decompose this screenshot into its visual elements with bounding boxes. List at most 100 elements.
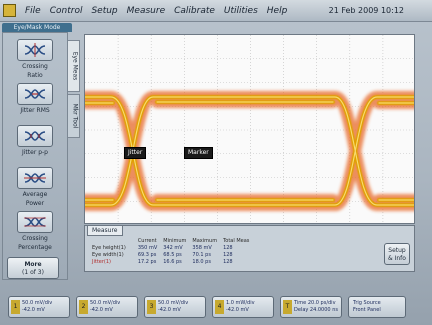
menu-calibrate[interactable]: Calibrate bbox=[174, 5, 215, 16]
row-cell: 128 bbox=[223, 252, 233, 258]
row-cell: 342 mV bbox=[163, 245, 183, 251]
header-cell bbox=[89, 238, 129, 245]
more-page-label: (1 of 3) bbox=[22, 269, 44, 276]
tab-eye-meas-label: Eye Meas bbox=[71, 51, 79, 81]
setup-label: Setup bbox=[388, 247, 406, 254]
channel-number: 1 bbox=[11, 300, 20, 314]
row-cell: 350 mV bbox=[137, 245, 158, 251]
row-cell: 358 mV bbox=[192, 245, 212, 251]
menu-control[interactable]: Control bbox=[49, 5, 83, 16]
channel-scale: 1.0 mW/div bbox=[226, 300, 255, 306]
timebase-button[interactable]: T Time 20.0 ps/div Delay 24.0000 ns bbox=[280, 296, 342, 318]
crossing-percentage-icon bbox=[24, 217, 46, 227]
channel-offset: -42.0 mV bbox=[226, 307, 249, 313]
menu-file[interactable]: File bbox=[25, 5, 41, 16]
trigger-source: Front Panel bbox=[353, 307, 381, 313]
mode-tab[interactable]: Eye/Mask Mode bbox=[2, 23, 72, 32]
jitter-pp-button[interactable]: Jitter p-p bbox=[6, 125, 64, 156]
jitter-marker-right[interactable]: Marker bbox=[184, 147, 213, 159]
channel-settings: 50.0 mV/div -42.0 mV bbox=[22, 300, 52, 314]
channel-number: 2 bbox=[79, 300, 88, 314]
more-button[interactable]: More (1 of 3) bbox=[7, 257, 59, 279]
average-power-button[interactable]: Average Power bbox=[6, 167, 64, 207]
trigger-button[interactable]: Trig Source Front Panel bbox=[348, 296, 406, 318]
menu-utilities[interactable]: Utilities bbox=[223, 5, 258, 16]
timebase-delay: Delay 24.0000 ns bbox=[294, 307, 338, 313]
setup-info-button[interactable]: Setup & Info bbox=[384, 243, 410, 265]
timebase-marker: T bbox=[283, 300, 292, 314]
measurement-results-panel: Measure Current Minimum Maximum Total Me… bbox=[84, 225, 415, 272]
jitter-rms-label: Jitter RMS bbox=[20, 107, 50, 114]
menu-help[interactable]: Help bbox=[266, 5, 288, 16]
measurement-toolbar: Crossing Ratio Jitter RMS bbox=[2, 32, 68, 280]
channel-offset: -42.0 mV bbox=[22, 307, 45, 313]
average-power-icon bbox=[24, 173, 46, 183]
channel-number: 4 bbox=[215, 300, 224, 314]
jitter-rms-icon bbox=[24, 89, 46, 99]
crossing-ratio-label-2: Ratio bbox=[27, 72, 43, 79]
more-label: More bbox=[24, 261, 42, 268]
channel-settings: 50.0 mV/div -42.0 mV bbox=[90, 300, 120, 314]
channel-offset: -42.0 mV bbox=[158, 307, 181, 313]
crossing-percentage-button[interactable]: Crossing Percentage bbox=[6, 211, 64, 251]
eye-diagram-svg bbox=[85, 35, 414, 223]
header-cell: Total Meas bbox=[223, 238, 250, 244]
jitter-pp-icon bbox=[24, 131, 46, 141]
row-cell: 128 bbox=[223, 259, 233, 265]
row-cell: 68.5 ps bbox=[163, 252, 182, 258]
eye-diagram-display[interactable]: Jitter Marker bbox=[84, 34, 415, 224]
menu-measure[interactable]: Measure bbox=[126, 5, 166, 16]
timebase-settings: Time 20.0 ps/div Delay 24.0000 ns bbox=[294, 300, 338, 314]
crossing-percentage-label-1: Crossing bbox=[22, 235, 48, 242]
trigger-settings: Trig Source Front Panel bbox=[353, 300, 381, 314]
crossing-ratio-button[interactable]: Crossing Ratio bbox=[6, 39, 64, 79]
row-cell: 128 bbox=[223, 245, 233, 251]
menu-bar: File Control Setup Measure Calibrate Uti… bbox=[0, 0, 432, 22]
row-label: Jitter(1) bbox=[92, 259, 111, 265]
channel-settings: 50.0 mV/div -42.0 mV bbox=[158, 300, 188, 314]
date-time: 21 Feb 2009 10:12 bbox=[328, 6, 404, 15]
row-cell: 69.3 ps bbox=[137, 252, 157, 258]
channel-2-button[interactable]: 2 50.0 mV/div -42.0 mV bbox=[76, 296, 138, 318]
channel-bar: 1 50.0 mV/div -42.0 mV 2 50.0 mV/div -42… bbox=[0, 292, 432, 322]
header-cell: Minimum bbox=[163, 238, 187, 244]
tab-eye-meas[interactable]: Eye Meas bbox=[68, 40, 80, 92]
measurement-header-row: Current Minimum Maximum Total Meas bbox=[89, 238, 252, 245]
measurement-table: Current Minimum Maximum Total Meas Eye h… bbox=[89, 238, 252, 266]
row-cell: 16.6 ps bbox=[163, 259, 182, 265]
row-cell: 70.1 ps bbox=[192, 252, 211, 258]
average-power-label-2: Power bbox=[25, 200, 45, 207]
measurement-row: Eye height(1) 350 mV 342 mV 358 mV 128 bbox=[89, 245, 252, 252]
channel-1-button[interactable]: 1 50.0 mV/div -42.0 mV bbox=[8, 296, 70, 318]
jitter-marker-left[interactable]: Jitter bbox=[124, 147, 147, 159]
channel-offset: -42.0 mV bbox=[90, 307, 113, 313]
channel-number: 3 bbox=[147, 300, 156, 314]
tab-mkr-tool-label: Mkr Tool bbox=[71, 103, 79, 129]
channel-3-button[interactable]: 3 50.0 mV/div -42.0 mV bbox=[144, 296, 206, 318]
header-cell: Current bbox=[137, 238, 157, 244]
header-cell: Maximum bbox=[192, 238, 218, 244]
channel-scale: 50.0 mV/div bbox=[22, 300, 53, 306]
trigger-label: Trig Source bbox=[353, 300, 381, 306]
tab-measure[interactable]: Measure bbox=[87, 225, 123, 236]
channel-4-button[interactable]: 4 1.0 mW/div -42.0 mV bbox=[212, 296, 274, 318]
tab-mkr-tool[interactable]: Mkr Tool bbox=[68, 94, 80, 138]
eye-trace-hot bbox=[85, 96, 414, 206]
app-icon[interactable] bbox=[3, 4, 16, 17]
measurement-row: Eye width(1) 69.3 ps 68.5 ps 70.1 ps 128 bbox=[89, 252, 252, 259]
timebase-scale: Time 20.0 ps/div bbox=[294, 300, 336, 306]
menu-setup[interactable]: Setup bbox=[91, 5, 118, 16]
info-label: & Info bbox=[388, 255, 406, 262]
jitter-rms-button[interactable]: Jitter RMS bbox=[6, 83, 64, 114]
row-cell: 18.0 ps bbox=[192, 259, 211, 265]
row-label: Eye width(1) bbox=[92, 252, 124, 258]
average-power-label-1: Average bbox=[22, 191, 48, 198]
channel-scale: 50.0 mV/div bbox=[158, 300, 189, 306]
jitter-pp-label: Jitter p-p bbox=[22, 149, 48, 156]
channel-settings: 1.0 mW/div -42.0 mV bbox=[226, 300, 255, 314]
measurement-row: Jitter(1) 17.2 ps 16.6 ps 18.0 ps 128 bbox=[89, 259, 252, 266]
row-label: Eye height(1) bbox=[92, 245, 126, 251]
row-cell: 17.2 ps bbox=[137, 259, 157, 265]
crossing-ratio-icon bbox=[24, 43, 46, 57]
